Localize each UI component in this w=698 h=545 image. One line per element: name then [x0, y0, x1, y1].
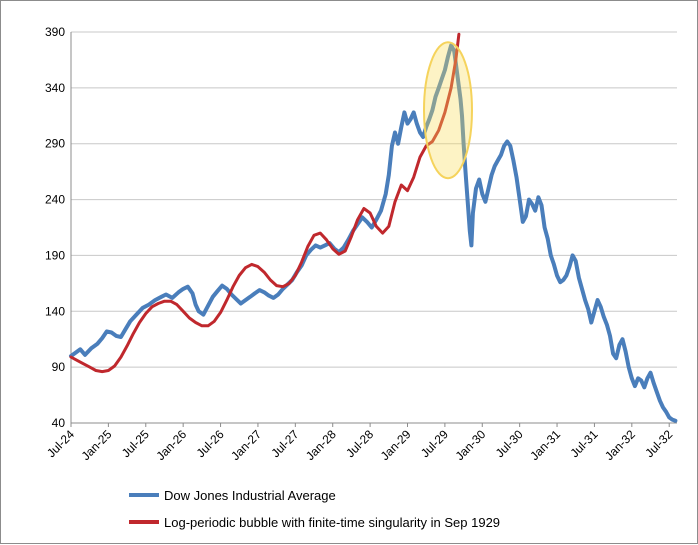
x-tick-label: Jan-31	[527, 427, 563, 463]
y-axis-tick-labels: 40 90 140 190 240 290 340 390	[45, 25, 65, 430]
series-lines	[69, 32, 678, 423]
y-tick-label: 340	[45, 81, 65, 95]
x-tick-label: Jan-27	[228, 427, 264, 463]
x-tick-label: Jan-25	[79, 427, 115, 463]
x-tick-label: Jan-30	[453, 427, 489, 463]
x-tick-label: Jan-26	[153, 427, 189, 463]
gridlines	[71, 31, 677, 424]
y-tick-label: 240	[45, 193, 65, 207]
y-tick-label: 90	[52, 360, 66, 374]
x-tick-label: Jul-27	[268, 427, 301, 460]
x-tick-label: Jul-32	[642, 427, 675, 460]
x-tick-label: Jan-28	[303, 427, 339, 463]
legend-label: Log-periodic bubble with finite-time sin…	[164, 515, 500, 530]
x-tick-label: Jul-28	[343, 427, 376, 460]
bubble-highlight	[422, 41, 473, 180]
dow-jones-series-line	[69, 43, 678, 423]
y-tick-label: 140	[45, 304, 65, 318]
x-tick-label: Jul-25	[119, 427, 152, 460]
x-tick-label: Jul-24	[44, 427, 77, 460]
x-axis-tick-labels: Jul-24 Jan-25 Jul-25 Jan-26 Jul-26 Jan-27 Jul-…	[44, 423, 676, 463]
x-tick-label: Jan-29	[378, 427, 414, 463]
legend: Dow Jones Industrial Average Log-periodic…	[129, 488, 500, 530]
legend-label: Dow Jones Industrial Average	[164, 488, 336, 503]
x-tick-label: Jan-32	[602, 427, 638, 463]
y-tick-label: 40	[52, 416, 66, 430]
y-tick-label: 390	[45, 25, 65, 39]
y-tick-label: 190	[45, 248, 65, 262]
y-tick-label: 290	[45, 137, 65, 151]
log-periodic-series-line	[69, 32, 461, 374]
x-tick-label: Jul-31	[568, 427, 601, 460]
x-tick-label: Jul-29	[418, 427, 451, 460]
x-tick-label: Jul-26	[194, 427, 227, 460]
bubble-highlight-ellipse	[422, 41, 473, 180]
x-tick-label: Jul-30	[493, 427, 526, 460]
